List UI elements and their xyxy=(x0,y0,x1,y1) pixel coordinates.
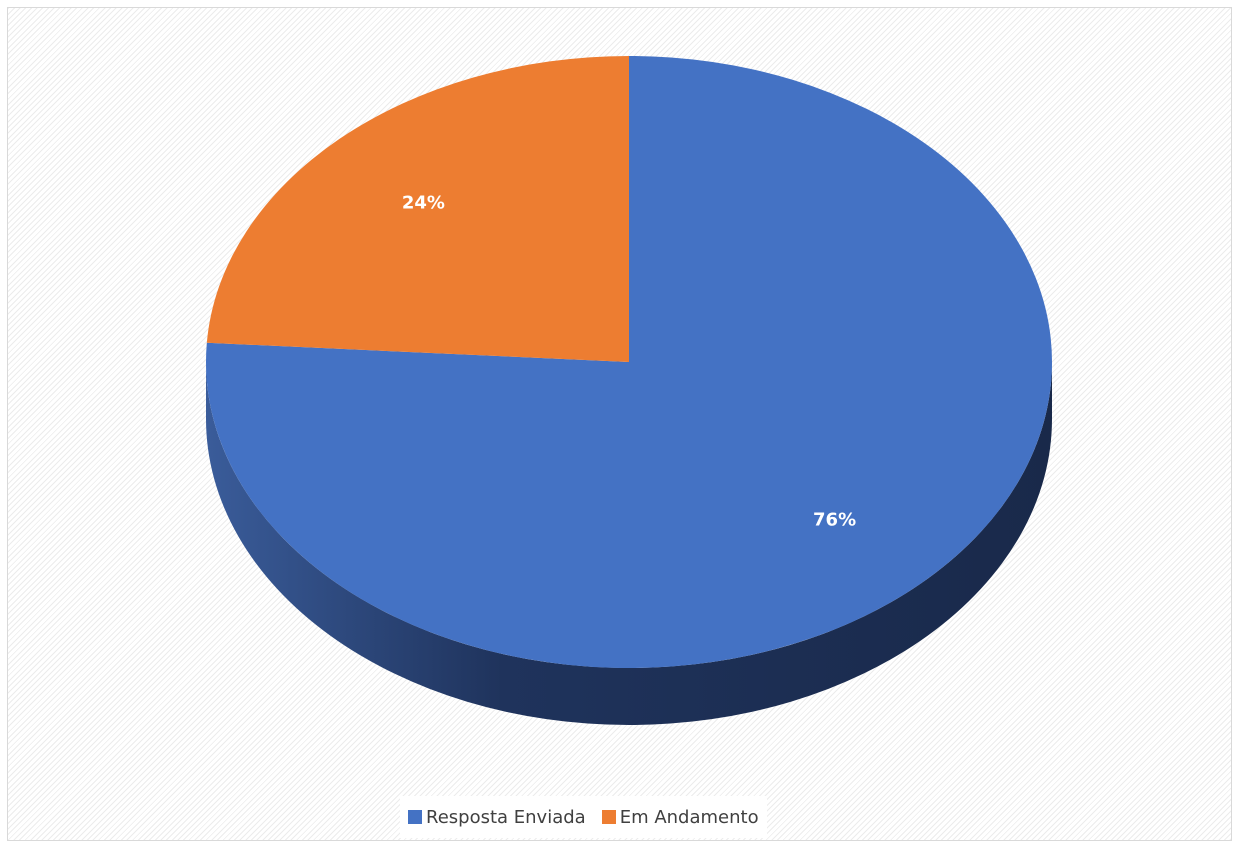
legend-label-resposta-enviada: Resposta Enviada xyxy=(426,806,586,828)
pie-side-wall xyxy=(206,362,1052,725)
pie-top-layer xyxy=(206,56,1052,668)
legend-label-em-andamento: Em Andamento xyxy=(619,806,759,828)
legend-swatch-resposta-enviada xyxy=(408,810,422,824)
pie-side-layer xyxy=(206,362,1052,725)
legend-item-resposta-enviada: Resposta Enviada xyxy=(408,807,586,828)
legend-item-em-andamento: Em Andamento xyxy=(601,806,759,828)
data-label-resposta-enviada: 76% xyxy=(813,509,856,530)
pie-label-layer: 76% 24% xyxy=(402,193,856,531)
data-label-em-andamento: 24% xyxy=(402,193,445,214)
legend-swatch-em-andamento xyxy=(601,810,616,824)
chart-legend: Resposta Enviada Em Andamento xyxy=(400,796,767,838)
pie-slice-em-andamento xyxy=(206,56,629,362)
